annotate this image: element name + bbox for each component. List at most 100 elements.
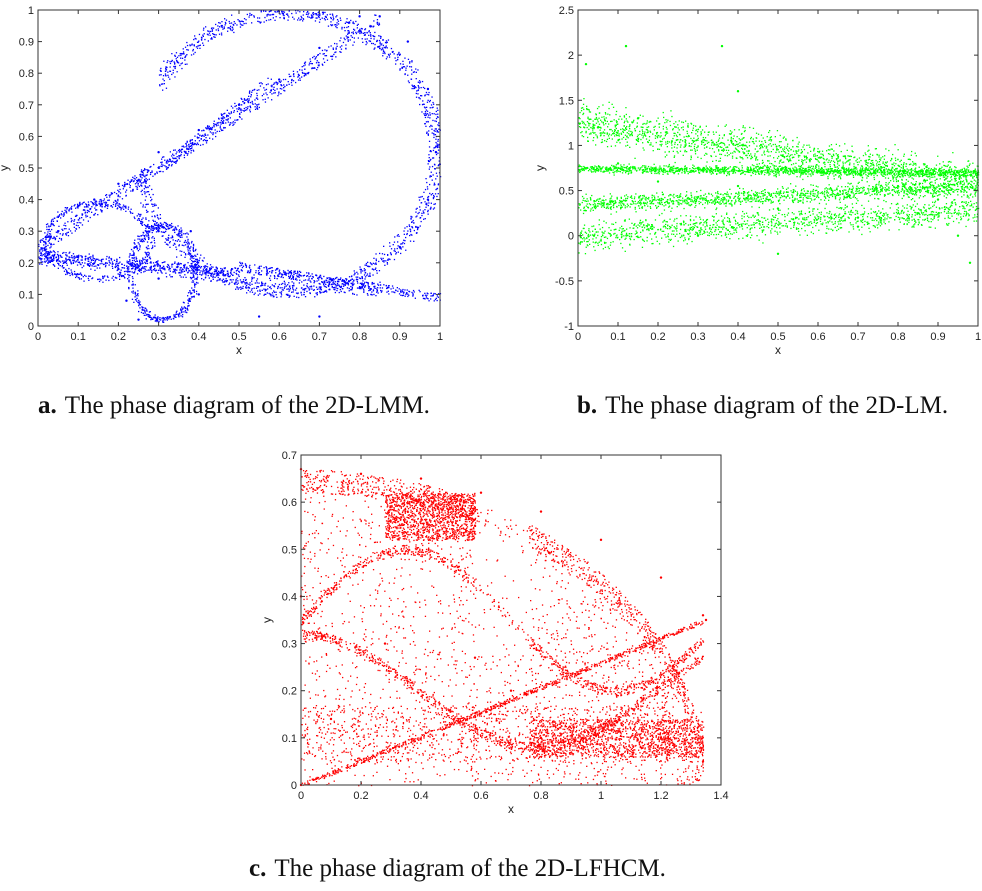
caption-b-text: The phase diagram of the 2D-LM.: [605, 392, 949, 419]
x-tick-label: 0.4: [191, 331, 206, 343]
scatter-point: [157, 151, 160, 154]
scatter-point: [426, 198, 430, 201]
caption-c-text: The phase diagram of the 2D-LFHCM.: [274, 855, 666, 882]
scatter-point: [720, 44, 724, 48]
scatter-point: [956, 234, 960, 237]
scatter-point: [509, 689, 513, 692]
scatter-point: [704, 618, 708, 622]
scatter-point: [383, 642, 387, 645]
scatter-point: [257, 315, 261, 318]
scatter-point: [44, 255, 48, 258]
y-tick-label: 0.5: [559, 186, 574, 198]
x-tick-label: 0.2: [111, 331, 126, 343]
y-tick-label: 0.4: [19, 195, 34, 207]
x-axis-label: x: [508, 802, 514, 816]
y-axis-label: y: [0, 165, 11, 171]
scatter-point: [329, 717, 333, 721]
scatter-point: [318, 315, 321, 318]
scatter-point: [659, 576, 663, 579]
y-tick-label: 0: [568, 231, 574, 243]
x-tick-label: 1.2: [653, 790, 668, 802]
x-tick-label: 0: [575, 331, 581, 343]
scatter-cloud: [38, 10, 442, 323]
y-tick-label: 1: [28, 5, 34, 17]
scatter-point: [659, 736, 663, 740]
y-axis-label: y: [533, 165, 547, 171]
scatter-point: [197, 293, 200, 296]
x-tick-label: 0.7: [850, 331, 865, 343]
chart-panel-b: 0 0.1 0.2 0.3 0.4 0.5 0.6 0.7 0.8 0.9 1 -1 -0.5 0 0.5 1…: [525, 0, 982, 372]
y-tick-label: -1: [564, 321, 574, 333]
scatter-point: [398, 245, 401, 249]
y-tick-label: 0.6: [282, 497, 297, 509]
x-tick-label: 0: [298, 790, 304, 802]
y-tick-label: 0.3: [19, 226, 34, 238]
caption-c-tag: c.: [249, 855, 267, 882]
y-tick-label: 0.4: [282, 591, 297, 603]
scatter-point: [278, 78, 281, 81]
x-tick-label: 1: [598, 790, 604, 802]
scatter-point: [434, 151, 438, 154]
chart-panel-c: 0 0.2 0.4 0.6 0.8 1 1.2 1.4 0 0.1 0.2 0.3 0.4 0.5 0.6 0…: [250, 440, 740, 840]
x-tick-label: 0.5: [231, 331, 246, 343]
y-tick-label: 0: [28, 321, 34, 333]
scatter-point: [736, 184, 740, 188]
x-tick-label: 0.3: [151, 331, 166, 343]
y-tick-label: 2.5: [559, 5, 574, 17]
caption-a-text: The phase diagram of the 2D-LMM.: [64, 392, 430, 419]
y-tick-label: 2: [568, 50, 574, 62]
scatter-point: [117, 182, 120, 185]
scatter-point: [117, 267, 120, 271]
y-tick-label: 0.3: [282, 639, 297, 651]
scatter-point: [696, 166, 700, 170]
y-tick-label: 0.5: [19, 163, 34, 175]
scatter-point: [539, 736, 543, 740]
scatter-point: [426, 87, 430, 91]
x-tick-label: 0.7: [312, 331, 327, 343]
scatter-point: [816, 169, 820, 172]
scatter-point: [624, 44, 628, 48]
x-tick-label: 0.3: [690, 331, 705, 343]
y-tick-label: 0.6: [19, 131, 34, 143]
chart-b-svg: 0 0.1 0.2 0.3 0.4 0.5 0.6 0.7 0.8 0.9 1 -1 -0.5 0 0.5 1…: [533, 5, 981, 357]
scatter-point: [696, 234, 700, 237]
scatter-point: [636, 117, 640, 120]
scatter-point: [189, 230, 192, 233]
x-tick-label: 0.4: [730, 331, 745, 343]
scatter-point: [896, 184, 900, 188]
scatter-point: [776, 207, 780, 210]
plot-frame: [37, 9, 441, 327]
x-tick-label: 0.2: [353, 790, 368, 802]
scatter-point: [584, 62, 588, 66]
chart-panel-a: 0 0.1 0.2 0.3 0.4 0.5 0.6 0.7 0.8 0.9 1 0 0.1 0.2 0.3 0…: [0, 0, 460, 372]
caption-a: a. The phase diagram of the 2D-LMM.: [38, 392, 430, 420]
scatter-point: [473, 656, 477, 659]
scatter-point: [599, 750, 603, 754]
x-tick-label: 0.2: [650, 331, 665, 343]
x-tick-label: 0.1: [71, 331, 86, 343]
scatter-point: [968, 261, 972, 264]
y-tick-label: 0: [291, 780, 297, 792]
scatter-point: [77, 204, 80, 208]
scatter-point: [157, 277, 160, 280]
x-tick-label: 0.4: [413, 790, 428, 802]
caption-c: c. The phase diagram of the 2D-LFHCM.: [249, 855, 666, 883]
x-tick-label: 0.1: [610, 331, 625, 343]
plot-frame: [300, 454, 722, 786]
scatter-cloud: [578, 98, 980, 255]
scatter-point: [406, 40, 410, 43]
y-tick-label: 0.7: [19, 100, 34, 112]
scatter-point: [77, 255, 80, 258]
x-tick-label: 0.9: [930, 331, 945, 343]
y-tick-label: 1.5: [559, 95, 574, 107]
x-tick-label: 0.9: [392, 331, 407, 343]
scatter-point: [237, 103, 241, 107]
scatter-point: [473, 524, 477, 527]
scatter-point: [137, 318, 140, 321]
scatter-point: [599, 538, 603, 542]
scatter-cloud: [301, 469, 705, 787]
scatter-point: [916, 211, 920, 215]
scatter-point: [419, 477, 423, 480]
scatter-point: [56, 230, 60, 233]
x-tick-label: 0.5: [770, 331, 785, 343]
